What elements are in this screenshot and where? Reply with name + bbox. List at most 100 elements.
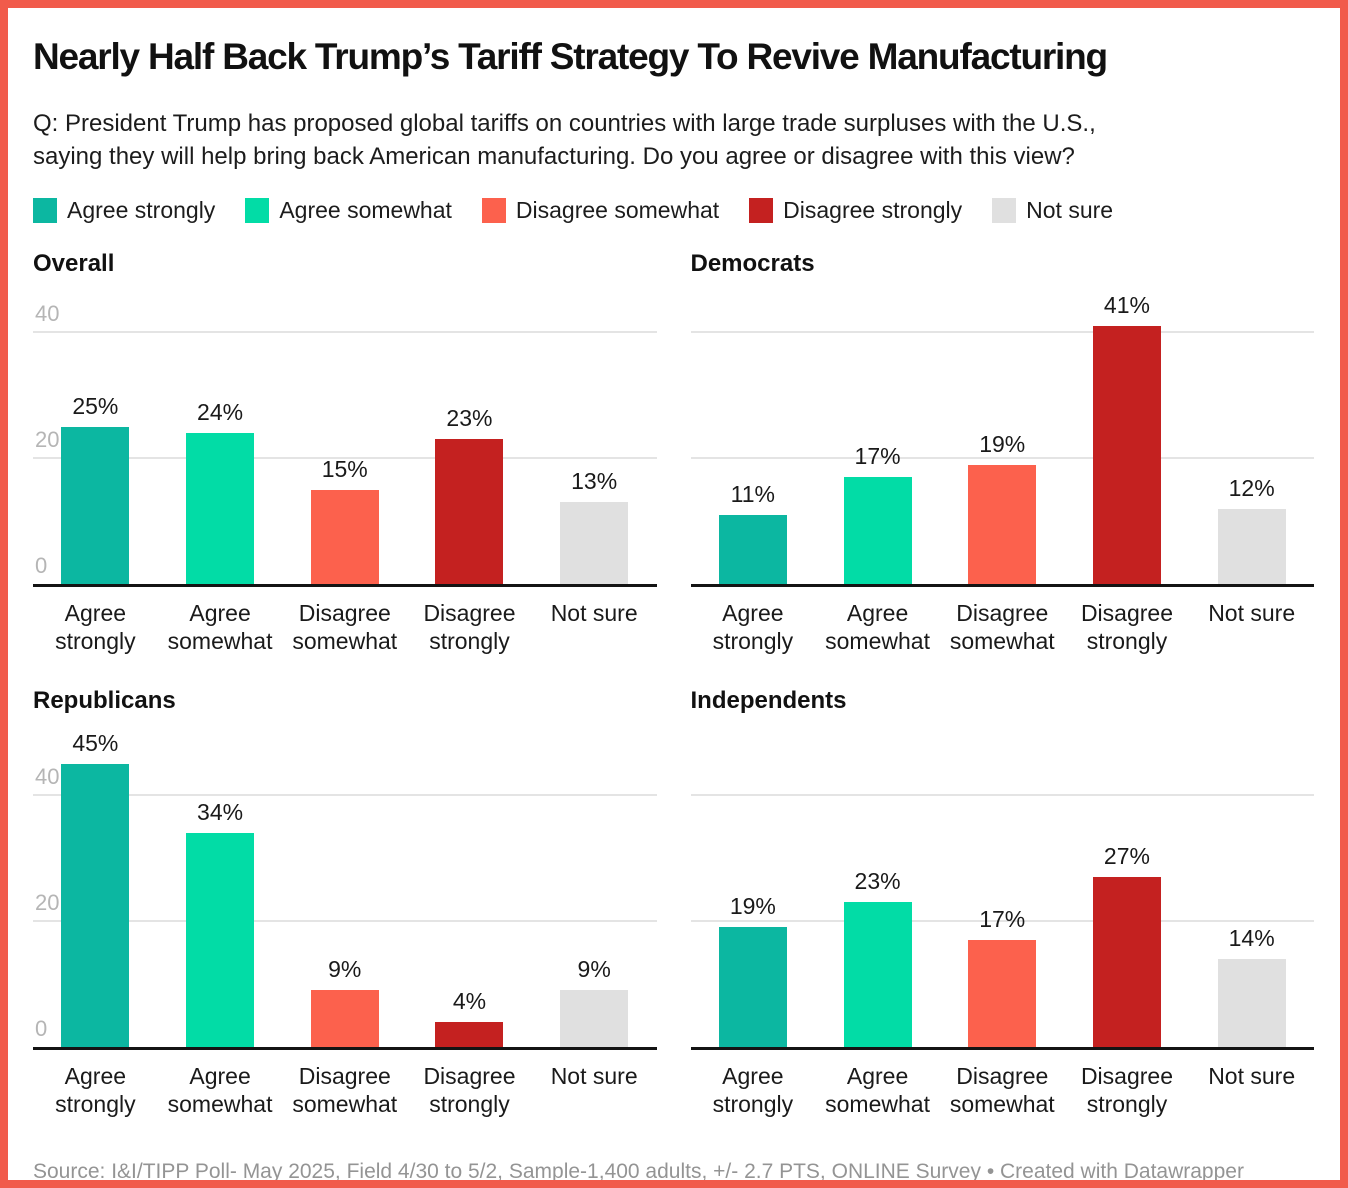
bar-value-label: 45% bbox=[72, 729, 119, 756]
gridline bbox=[33, 920, 657, 923]
gridline bbox=[690, 457, 1314, 460]
x-axis-category-label: Disagree somewhat bbox=[949, 600, 1055, 655]
panel-title: Democrats bbox=[690, 249, 815, 277]
bar bbox=[843, 902, 912, 1048]
bar bbox=[843, 477, 912, 585]
x-axis-category-label: Disagree somewhat bbox=[292, 1063, 398, 1118]
bar-columns: 11% 17% 19% 41% 12% bbox=[691, 294, 1315, 585]
bar bbox=[560, 990, 629, 1048]
chart-panel: Republicans 0 20 40 45% 34% 9% 4% 9% Agree strong… bbox=[33, 687, 657, 1118]
x-axis-category-label: Disagree somewhat bbox=[949, 1063, 1055, 1118]
bar-column: 13% bbox=[532, 295, 657, 585]
bar-column: 17% bbox=[940, 733, 1065, 1048]
bar bbox=[718, 927, 787, 1048]
x-axis-category-label: Agree somewhat bbox=[167, 1063, 273, 1118]
bar-value-label: 23% bbox=[854, 868, 901, 895]
legend-swatch-icon bbox=[245, 197, 270, 223]
legend-item: Agree somewhat bbox=[245, 197, 452, 224]
x-axis-category-label: Disagree strongly bbox=[1080, 600, 1173, 655]
gridline bbox=[33, 457, 657, 460]
bar bbox=[1092, 876, 1161, 1048]
bar-value-label: 24% bbox=[197, 399, 244, 426]
panel-title: Independents bbox=[690, 687, 847, 715]
legend-label: Disagree somewhat bbox=[515, 196, 720, 223]
plot-area: 11% 17% 19% 41% 12% bbox=[690, 294, 1315, 588]
bar-column: 4% bbox=[407, 733, 532, 1048]
legend-swatch-icon bbox=[749, 197, 774, 223]
bar-column: 23% bbox=[815, 733, 940, 1048]
bar bbox=[1217, 508, 1286, 585]
y-axis-tick-label: 40 bbox=[35, 764, 60, 790]
bar-value-label: 9% bbox=[328, 956, 362, 983]
y-axis-tick-label: 20 bbox=[35, 427, 60, 453]
bar-value-label: 19% bbox=[979, 430, 1026, 457]
bar-column: 17% bbox=[815, 295, 940, 585]
x-axis-category-label: Disagree strongly bbox=[423, 600, 516, 655]
plot-area: 0 20 40 45% 34% 9% 4% 9% bbox=[33, 729, 657, 1051]
x-axis-category-label: Agree somewhat bbox=[825, 600, 930, 655]
bar-column: 41% bbox=[1065, 294, 1190, 585]
gridline bbox=[33, 794, 657, 797]
legend-label: Disagree strongly bbox=[783, 196, 963, 223]
x-axis-category-label: Disagree strongly bbox=[423, 1063, 516, 1118]
bar-column: 12% bbox=[1189, 295, 1314, 585]
gridline bbox=[690, 794, 1314, 797]
x-axis-category-label: Not sure bbox=[1208, 1063, 1296, 1090]
small-multiples-grid: Overall 0 20 40 25% 24% 15% 23% 13% Agree strongl… bbox=[33, 250, 1314, 1118]
bar-value-label: 12% bbox=[1228, 474, 1275, 501]
legend-label: Agree strongly bbox=[67, 196, 216, 223]
bar-column: 23% bbox=[407, 295, 532, 585]
bar-columns: 45% 34% 9% 4% 9% bbox=[33, 729, 657, 1048]
x-axis-category-label: Agree somewhat bbox=[825, 1063, 930, 1118]
bar-value-label: 15% bbox=[321, 455, 368, 482]
bar bbox=[435, 439, 504, 585]
x-axis-category-label: Not sure bbox=[1208, 600, 1296, 627]
source-note: Source: I&I/TIPP Poll- May 2025, Field 4… bbox=[33, 1160, 1244, 1184]
bar-value-label: 17% bbox=[979, 905, 1026, 932]
panel-title: Republicans bbox=[33, 687, 176, 715]
bar-column: 25% bbox=[33, 295, 158, 585]
legend-label: Not sure bbox=[1026, 196, 1114, 223]
legend-swatch-icon bbox=[33, 197, 57, 223]
legend-label: Agree somewhat bbox=[279, 196, 452, 223]
bar-value-label: 11% bbox=[730, 481, 776, 508]
bar-value-label: 34% bbox=[197, 798, 244, 825]
bar bbox=[560, 502, 629, 585]
x-axis-category-label: Not sure bbox=[550, 1063, 638, 1090]
gridline bbox=[690, 920, 1314, 923]
bar bbox=[310, 990, 379, 1048]
bar-columns: 25% 24% 15% 23% 13% bbox=[33, 295, 657, 585]
bar-column: 45% bbox=[33, 729, 158, 1048]
x-axis-category-label: Agree strongly bbox=[712, 1063, 794, 1118]
plot-area: 0 20 40 25% 24% 15% 23% 13% bbox=[33, 295, 657, 588]
bar bbox=[435, 1021, 504, 1048]
bar-columns: 19% 23% 17% 27% 14% bbox=[691, 733, 1315, 1048]
legend-swatch-icon bbox=[481, 197, 506, 223]
bar bbox=[61, 763, 130, 1048]
bar-column: 9% bbox=[532, 733, 657, 1048]
bar bbox=[718, 515, 787, 585]
y-axis-tick-label: 0 bbox=[35, 1016, 48, 1042]
x-axis-labels: Agree strongly Agree somewhat Disagree som… bbox=[33, 1062, 657, 1118]
chart-panel: Overall 0 20 40 25% 24% 15% 23% 13% Agree strongl… bbox=[33, 250, 657, 656]
x-axis-category-label: Agree strongly bbox=[712, 600, 794, 655]
bar-column: 34% bbox=[158, 733, 283, 1048]
bar bbox=[968, 464, 1037, 585]
bar bbox=[61, 426, 130, 585]
bar-column: 15% bbox=[282, 295, 407, 585]
bar bbox=[186, 832, 255, 1048]
bar-value-label: 23% bbox=[446, 405, 493, 432]
bar bbox=[1092, 326, 1161, 585]
bar-column: 9% bbox=[282, 733, 407, 1048]
panel-title: Overall bbox=[33, 249, 115, 277]
y-axis-tick-label: 0 bbox=[35, 553, 48, 579]
chart-panel: Independents 19% 23% 17% 27% 14% Agree strongl… bbox=[690, 687, 1315, 1118]
bar-column: 19% bbox=[691, 733, 816, 1048]
bar-column: 19% bbox=[940, 295, 1065, 585]
bar bbox=[968, 939, 1037, 1048]
bar-value-label: 17% bbox=[854, 443, 901, 470]
bar-column: 14% bbox=[1189, 733, 1314, 1048]
x-axis-category-label: Disagree strongly bbox=[1080, 1063, 1173, 1118]
chart-panel: Democrats 11% 17% 19% 41% 12% Agree strongly Ag… bbox=[690, 249, 1315, 656]
legend-item: Agree strongly bbox=[33, 197, 215, 224]
